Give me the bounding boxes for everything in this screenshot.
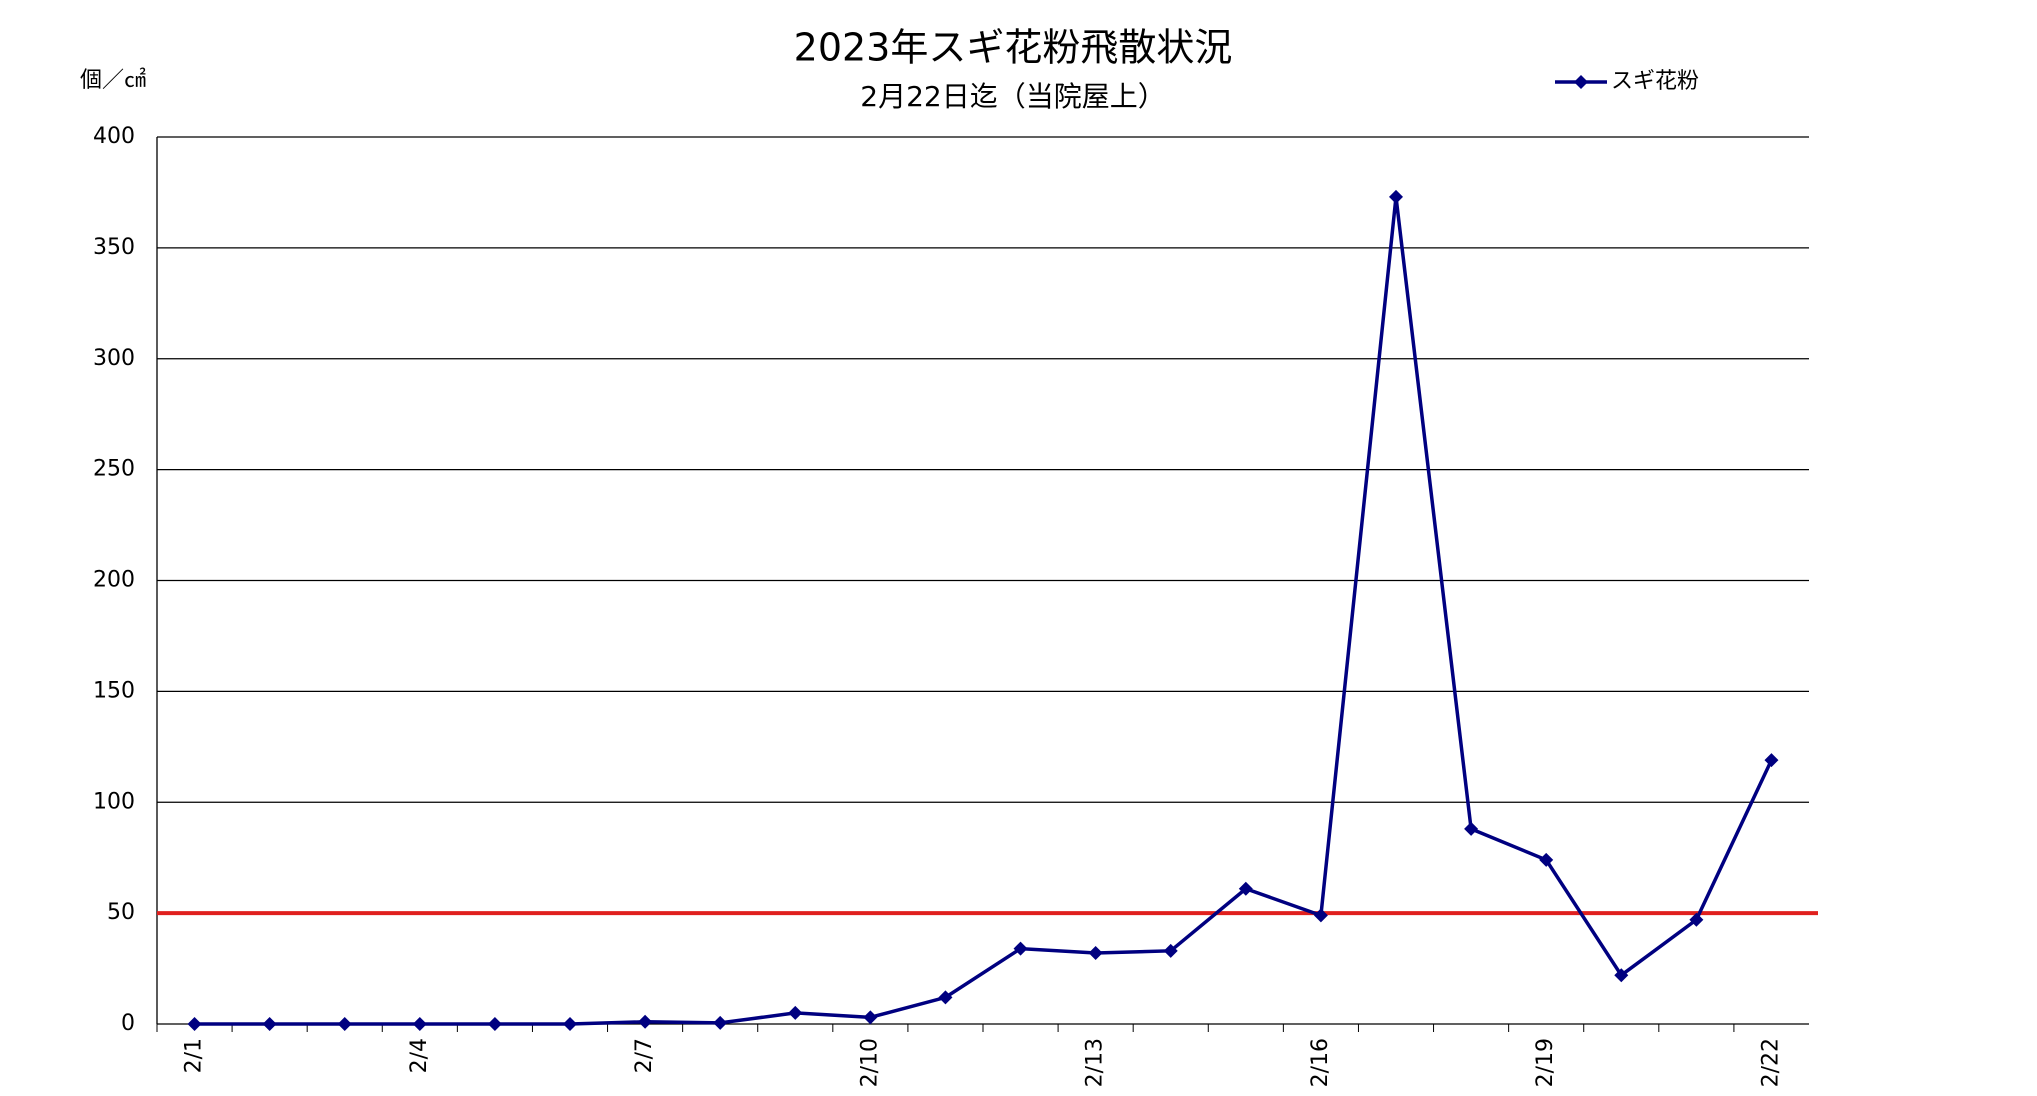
- data-point: [1088, 946, 1103, 961]
- data-point: [1238, 881, 1253, 896]
- legend-label: スギ花粉: [1611, 69, 1699, 94]
- data-point: [1013, 941, 1028, 956]
- data-point: [1614, 968, 1629, 983]
- x-tick-label: 2/19: [1533, 1038, 1558, 1087]
- chart-title: 2023年スギ花粉飛散状況: [794, 26, 1233, 70]
- data-point: [1764, 753, 1779, 768]
- x-tick-label: 2/16: [1308, 1038, 1333, 1087]
- data-point: [713, 1015, 728, 1030]
- x-tick-label: 2/13: [1083, 1038, 1108, 1087]
- data-point: [788, 1005, 803, 1020]
- y-tick-label: 250: [93, 457, 135, 482]
- y-tick-label: 200: [93, 568, 135, 593]
- data-point: [938, 990, 953, 1005]
- data-point: [638, 1014, 653, 1029]
- y-tick-label: 0: [121, 1011, 135, 1036]
- series-line: [194, 196, 1774, 1026]
- y-tick-label: 150: [93, 678, 135, 703]
- data-point: [1389, 189, 1403, 204]
- data-point: [487, 1017, 502, 1031]
- y-tick-label: 400: [93, 124, 135, 149]
- data-point: [1163, 943, 1178, 958]
- data-point: [563, 1017, 577, 1031]
- y-tick-label: 350: [93, 235, 135, 260]
- data-point: [412, 1017, 427, 1031]
- y-tick-label: 300: [93, 346, 135, 371]
- x-tick-label: 2/7: [632, 1038, 657, 1073]
- data-point: [1313, 908, 1328, 923]
- data-point: [187, 1017, 202, 1031]
- y-axis-label: 個／㎠: [80, 67, 146, 93]
- data-point: [262, 1017, 277, 1031]
- chart-subtitle: 2月22日迄（当院屋上）: [860, 80, 1165, 113]
- legend-marker: [1574, 75, 1588, 89]
- x-tick-label: 2/10: [857, 1038, 882, 1087]
- x-tick-label: 2/22: [1758, 1038, 1783, 1087]
- data-point: [337, 1017, 352, 1031]
- data-point: [863, 1010, 878, 1025]
- y-tick-label: 50: [107, 900, 135, 925]
- data-point: [1539, 852, 1554, 867]
- data-point: [1689, 912, 1704, 927]
- y-tick-label: 100: [93, 789, 135, 814]
- x-tick-label: 2/1: [182, 1038, 207, 1073]
- data-point: [1464, 821, 1479, 836]
- x-tick-label: 2/4: [407, 1038, 432, 1073]
